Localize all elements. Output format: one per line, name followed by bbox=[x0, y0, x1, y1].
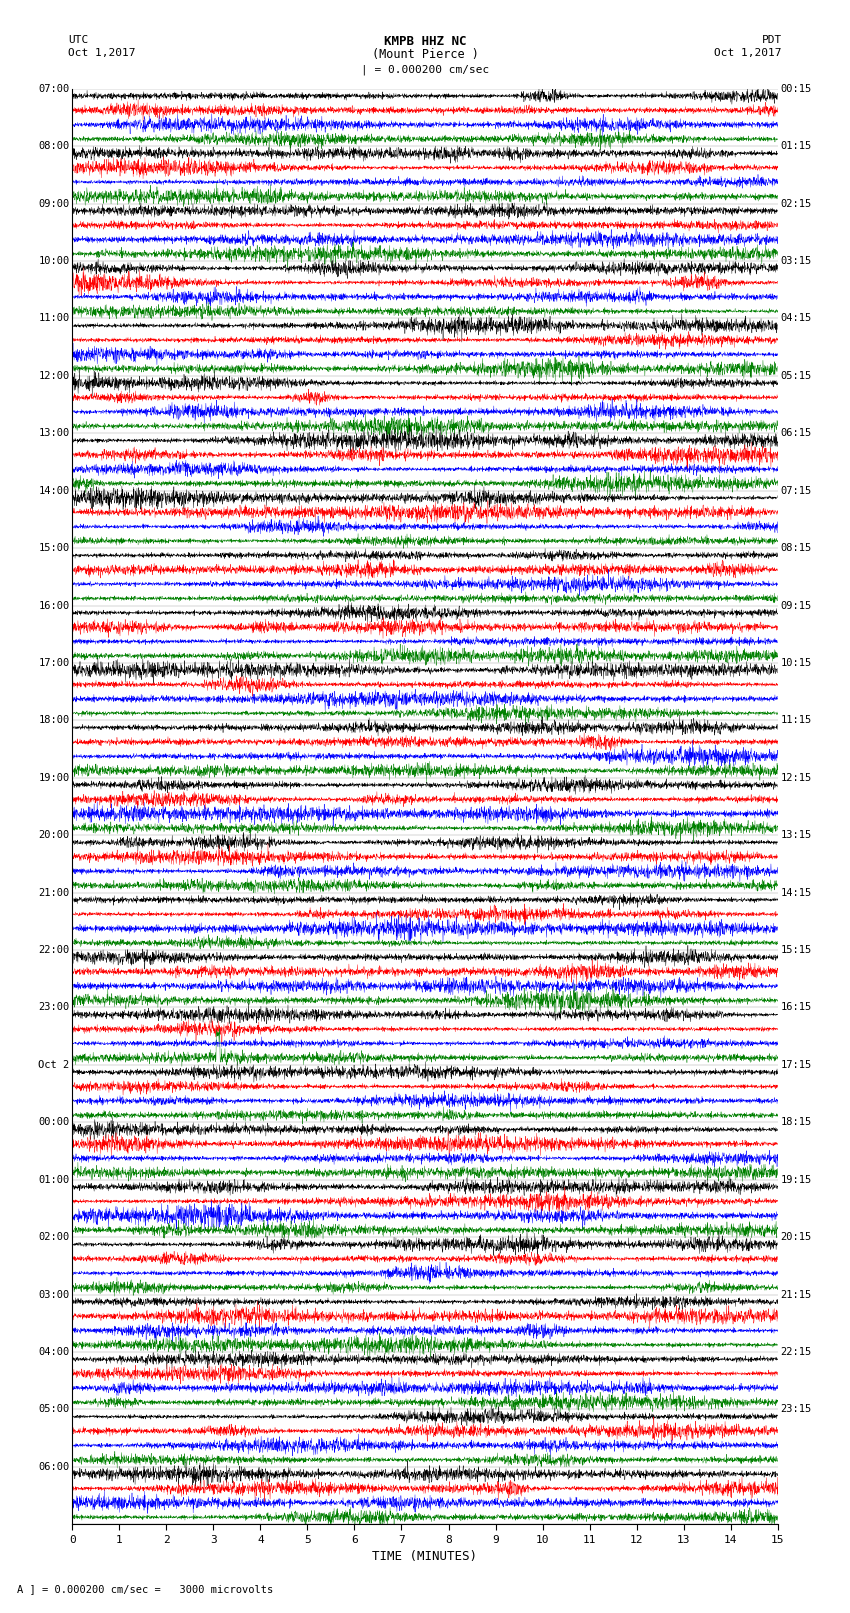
X-axis label: TIME (MINUTES): TIME (MINUTES) bbox=[372, 1550, 478, 1563]
Text: Oct 1,2017: Oct 1,2017 bbox=[715, 48, 782, 58]
Text: UTC: UTC bbox=[68, 35, 88, 45]
Text: KMPB HHZ NC: KMPB HHZ NC bbox=[383, 35, 467, 48]
Text: | = 0.000200 cm/sec: | = 0.000200 cm/sec bbox=[361, 65, 489, 76]
Text: Oct 1,2017: Oct 1,2017 bbox=[68, 48, 135, 58]
Text: A ] = 0.000200 cm/sec =   3000 microvolts: A ] = 0.000200 cm/sec = 3000 microvolts bbox=[17, 1584, 273, 1594]
Text: PDT: PDT bbox=[762, 35, 782, 45]
Text: (Mount Pierce ): (Mount Pierce ) bbox=[371, 48, 479, 61]
